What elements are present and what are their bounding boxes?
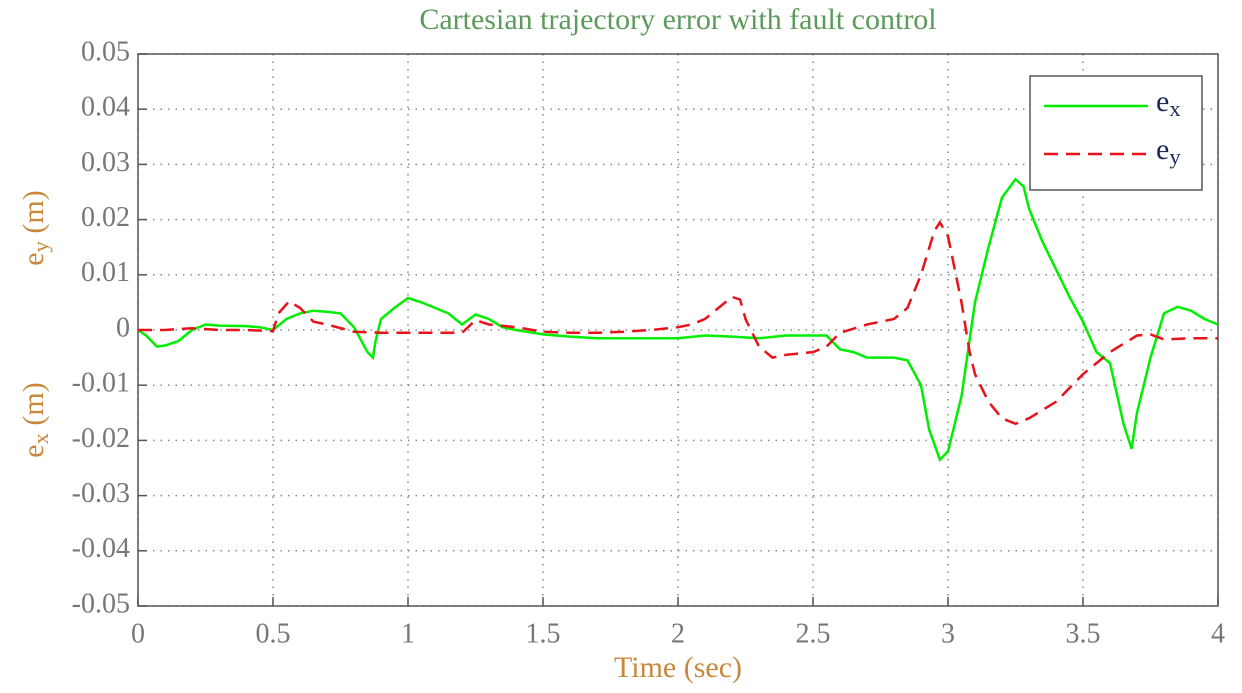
- legend-label: ex: [1156, 85, 1181, 121]
- x-tick-label: 0: [131, 618, 145, 649]
- y-tick-label: -0.02: [72, 423, 130, 454]
- y-tick-label: 0.03: [81, 147, 130, 178]
- legend-box: [1029, 75, 1203, 191]
- y-tick-label: 0.01: [81, 257, 130, 288]
- y-tick-label: 0.04: [81, 92, 130, 123]
- y-tick-label: 0.05: [81, 36, 130, 67]
- legend-label: ey: [1156, 133, 1181, 169]
- y-tick-label: -0.03: [72, 478, 130, 509]
- x-axis-label: Time (sec): [614, 651, 742, 684]
- y-tick-label: 0: [116, 312, 130, 343]
- y-tick-label: -0.05: [72, 588, 130, 619]
- x-tick-label: 2.5: [796, 618, 831, 649]
- x-tick-label: 0.5: [256, 618, 291, 649]
- data-line: [137, 177, 1219, 463]
- y-axis-label: ex (m): [17, 382, 53, 457]
- x-tick-label: 2: [671, 618, 685, 649]
- x-tick-label: 1: [401, 618, 415, 649]
- y-tick-label: 0.02: [81, 202, 130, 233]
- y-axis-label: ey (m): [17, 190, 53, 265]
- x-tick-label: 3.5: [1066, 618, 1101, 649]
- y-tick-label: -0.01: [72, 368, 130, 399]
- x-tick-label: 1.5: [526, 618, 561, 649]
- y-tick-label: -0.04: [72, 533, 130, 564]
- x-tick-label: 4: [1211, 618, 1225, 649]
- data-line: [138, 220, 1218, 426]
- chart-title: Cartesian trajectory error with fault co…: [419, 3, 936, 36]
- x-tick-label: 3: [941, 618, 955, 649]
